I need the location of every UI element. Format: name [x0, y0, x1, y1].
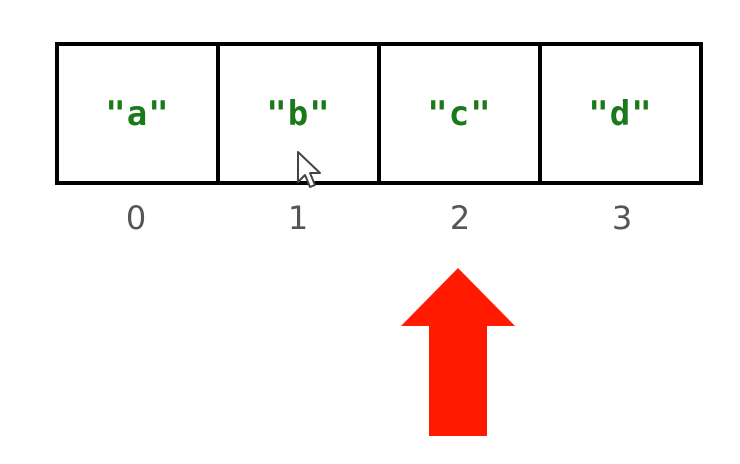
- array-cell-0: "a": [59, 46, 216, 181]
- array-cell-2: "c": [377, 46, 538, 181]
- index-label-3: 3: [611, 199, 633, 237]
- index-labels: 0 1 2 3: [55, 198, 703, 238]
- index-label-2: 2: [449, 199, 471, 237]
- cell-value: "c": [427, 93, 492, 134]
- cell-value: "d": [588, 93, 653, 134]
- array-diagram: "a" "b" "c" "d": [55, 42, 703, 185]
- array-cell-3: "d": [538, 46, 699, 181]
- cell-value: "b": [266, 93, 331, 134]
- index-label-0: 0: [125, 199, 147, 237]
- cell-value: "a": [105, 93, 170, 134]
- index-label-1: 1: [287, 199, 309, 237]
- array-cell-1: "b": [216, 46, 377, 181]
- mouse-cursor-icon: [297, 151, 321, 188]
- up-arrow-icon: [401, 268, 515, 436]
